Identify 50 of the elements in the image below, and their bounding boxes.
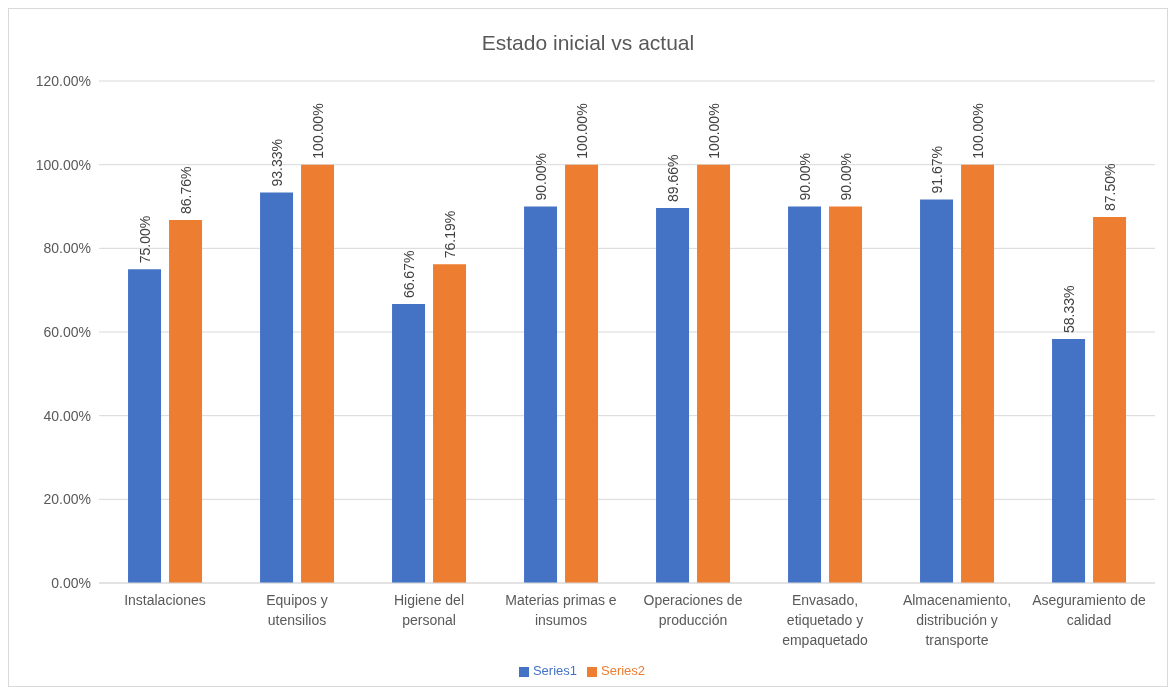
data-label: 93.33%	[268, 139, 285, 187]
bar	[697, 164, 731, 583]
bar	[128, 269, 162, 583]
data-label: 87.50%	[1101, 163, 1118, 211]
data-label: 100.00%	[309, 103, 326, 159]
bar	[920, 199, 954, 583]
y-tick-label: 0.00%	[51, 574, 91, 591]
chart-title: Estado inicial vs actual	[480, 30, 696, 56]
x-tick-label: Equipos y utensilios	[266, 592, 328, 628]
y-tick-label: 60.00%	[43, 323, 91, 340]
data-label: 90.00%	[532, 153, 549, 201]
data-label: 75.00%	[136, 215, 153, 264]
bar	[1052, 338, 1086, 583]
x-tick-label: Aseguramiento de calidad	[1032, 592, 1147, 628]
x-tick-label: Envasado, etiquetado y empaquetado	[782, 592, 869, 648]
bar	[656, 207, 690, 583]
y-tick-label: 40.00%	[43, 407, 91, 424]
data-label: 91.67%	[928, 146, 945, 194]
bar	[260, 192, 294, 583]
y-tick-label: 20.00%	[43, 491, 91, 508]
x-tick-label: Materias primas e insumos	[505, 592, 617, 628]
data-label: 100.00%	[573, 103, 590, 159]
data-label: 90.00%	[796, 153, 813, 201]
data-label: 86.76%	[177, 166, 194, 215]
bar	[565, 164, 599, 583]
y-tick-label: 120.00%	[35, 72, 91, 89]
data-label: 90.00%	[837, 153, 854, 201]
bar	[1093, 216, 1127, 583]
x-tick-label: Operaciones de producción	[643, 592, 743, 628]
data-label: 100.00%	[969, 103, 986, 159]
x-tick-label: Instalaciones	[124, 592, 206, 608]
bar	[524, 206, 558, 583]
y-tick-label: 100.00%	[35, 156, 91, 173]
bar	[301, 164, 335, 583]
x-tick-label: Higiene del personal	[393, 592, 465, 628]
bar	[788, 206, 822, 583]
data-label: 100.00%	[705, 103, 722, 159]
data-label: 89.66%	[664, 154, 681, 202]
bar	[169, 220, 203, 583]
data-label: 66.67%	[400, 250, 417, 299]
data-label: 58.33%	[1060, 285, 1077, 333]
bar	[829, 206, 863, 583]
y-tick-label: 80.00%	[43, 240, 91, 257]
legend-label: Series1	[532, 663, 577, 678]
data-label: 76.19%	[441, 210, 458, 259]
x-tick-label: Almacenamiento, distribución y transporte	[902, 592, 1012, 648]
bar	[961, 164, 995, 583]
legend-label: Series2	[601, 663, 646, 678]
bar	[433, 264, 467, 583]
bar	[392, 304, 426, 583]
